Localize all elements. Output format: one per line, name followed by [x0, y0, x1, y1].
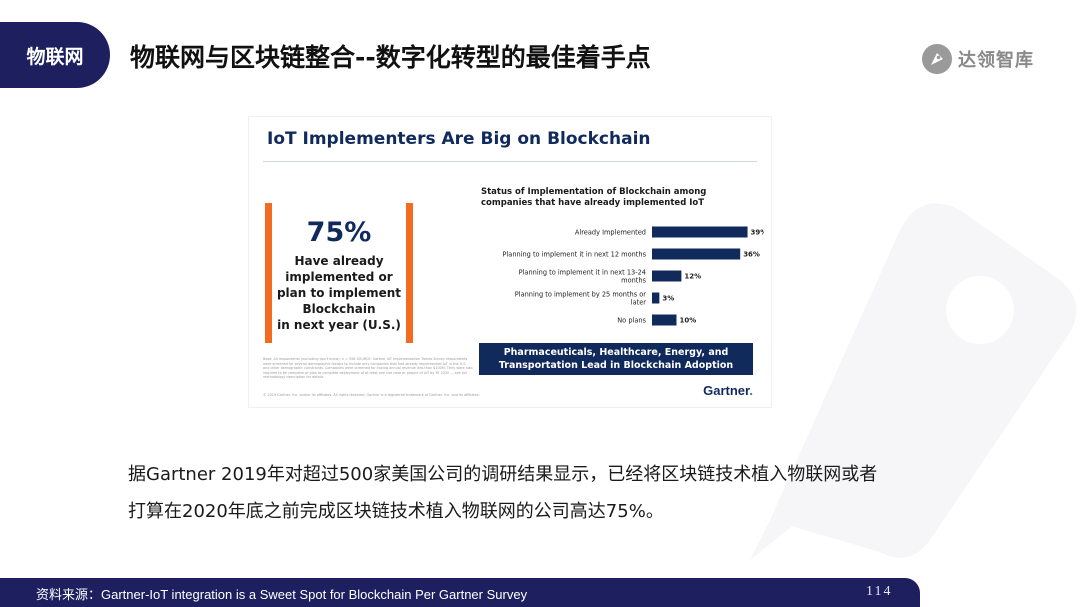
value-label: 39% [751, 229, 764, 237]
bar [652, 270, 682, 282]
slide-title: 物联网与区块链整合--数字化转型的最佳着手点 [130, 43, 651, 72]
callout-accent-left [265, 203, 272, 343]
section-tag: 物联网 [0, 22, 110, 88]
value-label: 12% [684, 273, 701, 281]
stat-value: 75% [306, 217, 372, 248]
brand-name: 达领智库 [958, 50, 1034, 71]
caption-line: 据Gartner 2019年对超过500家美国公司的调研结果显示，已经将区块链技… [128, 464, 878, 485]
brand-logo: 达领智库 [922, 44, 1034, 74]
title-divider [263, 161, 757, 162]
bar [652, 314, 677, 326]
adoption-banner: Pharmaceuticals, Healthcare, Energy, and… [479, 343, 753, 375]
stat-line: in next year (U.S.) [277, 318, 401, 332]
page-number: 114 [866, 584, 893, 599]
gartner-logo: Gartner. [703, 383, 753, 398]
stat-callout: 75% Have already implemented or plan to … [265, 203, 413, 343]
rocket-icon [922, 44, 952, 74]
gartner-wordmark: Gartner [703, 383, 750, 398]
stat-line: Blockchain [302, 302, 376, 316]
methodology-note: Base: All respondents (excluding don't k… [263, 357, 473, 380]
banner-line: Pharmaceuticals, Healthcare, Energy, and [503, 347, 729, 358]
bar [652, 292, 660, 304]
figure-title: IoT Implementers Are Big on Blockchain [267, 129, 651, 149]
stat-description: Have already implemented or plan to impl… [275, 253, 403, 333]
category-label: Planning to implement it in next 12 mont… [502, 251, 646, 259]
caption-line: 打算在2020年底之前完成区块链技术植入物联网的公司高达75%。 [128, 501, 664, 522]
caption: 据Gartner 2019年对超过500家美国公司的调研结果显示，已经将区块链技… [128, 456, 958, 530]
bar [652, 248, 741, 260]
value-label: 3% [662, 295, 674, 303]
stat-line: implemented or [285, 270, 393, 284]
chart-title: Status of Implementation of Blockchain a… [481, 187, 707, 208]
category-label: later [631, 299, 647, 307]
value-label: 10% [680, 317, 697, 325]
source-citation: 资料来源：Gartner-IoT integration is a Sweet … [36, 587, 528, 602]
category-label: Planning to implement it in next 13-24 [519, 269, 646, 277]
category-label: months [621, 277, 646, 285]
gartner-figure: IoT Implementers Are Big on Blockchain 7… [248, 116, 772, 408]
value-label: 36% [743, 251, 760, 259]
banner-line: Transportation Lead in Blockchain Adopti… [498, 360, 734, 371]
bar-chart: Already Implemented 39% Planning to implem… [502, 226, 764, 326]
stat-line: Have already [294, 254, 384, 268]
bar [652, 226, 748, 238]
stat-line: plan to implement [276, 286, 402, 300]
watermark-graphic [750, 203, 1077, 560]
callout-accent-right [406, 203, 413, 343]
copyright-note: © 2019 Gartner, Inc. and/or its affiliat… [263, 393, 480, 397]
category-label: No plans [617, 317, 646, 325]
footer-bar: 资料来源：Gartner-IoT integration is a Sweet … [0, 578, 920, 607]
category-label: Already Implemented [575, 229, 646, 237]
category-label: Planning to implement by 25 months or [515, 291, 647, 299]
